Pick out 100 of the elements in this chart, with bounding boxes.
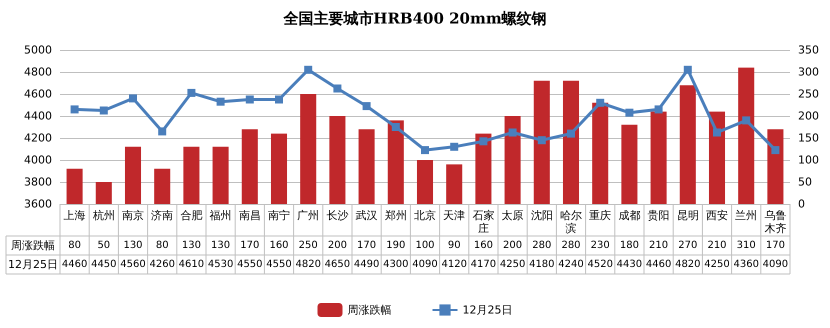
bar xyxy=(446,164,462,204)
point xyxy=(421,146,429,154)
point xyxy=(129,94,137,102)
y2-tick-label: 250 xyxy=(798,88,819,100)
data-label: 170 xyxy=(766,240,785,251)
bar xyxy=(300,94,316,204)
y-tick-label: 3600 xyxy=(24,198,52,210)
point xyxy=(70,105,79,114)
chart-title: 全国主要城市HRB400 20mm螺纹钢 xyxy=(282,10,547,28)
legend-label: 12月25日 xyxy=(462,304,513,316)
data-label: 4260 xyxy=(149,259,175,270)
data-label: 170 xyxy=(357,240,376,251)
data-label: 130 xyxy=(123,240,143,251)
bar xyxy=(183,146,200,204)
data-label: 4090 xyxy=(412,259,438,270)
point xyxy=(771,146,780,154)
y-tick-label: 4600 xyxy=(24,88,52,100)
data-label: 4090 xyxy=(762,259,788,270)
point xyxy=(479,137,488,146)
data-label: 280 xyxy=(532,240,552,251)
data-label: 310 xyxy=(736,240,756,251)
x-tick-label: 石家庄 xyxy=(472,209,494,235)
data-label: 4360 xyxy=(733,259,759,270)
bar xyxy=(680,85,696,204)
bar xyxy=(708,112,726,204)
data-label: 4430 xyxy=(616,259,642,270)
point xyxy=(654,105,663,114)
data-label: 200 xyxy=(328,240,347,251)
data-label: 50 xyxy=(97,240,110,251)
bar xyxy=(96,182,112,204)
point xyxy=(362,102,371,110)
data-label: 160 xyxy=(269,240,289,251)
x-tick-label: 沈阳 xyxy=(530,209,553,222)
bar xyxy=(592,102,608,204)
data-label: 4490 xyxy=(354,259,380,270)
legend-label: 周涨跌幅 xyxy=(348,304,392,316)
point xyxy=(567,130,575,138)
data-label: 4170 xyxy=(470,259,496,270)
bar xyxy=(358,129,375,204)
data-label: 4250 xyxy=(500,259,526,270)
x-tick-label: 乌鲁木齐 xyxy=(764,209,786,235)
bar xyxy=(650,112,667,204)
point xyxy=(742,116,750,124)
point xyxy=(100,106,108,114)
data-label: 4460 xyxy=(62,259,88,270)
data-label: 250 xyxy=(298,240,318,251)
data-label: 230 xyxy=(590,240,610,251)
x-tick-label: 成都 xyxy=(618,209,640,222)
y-tick-label: 4200 xyxy=(24,132,52,144)
bar xyxy=(767,129,784,204)
x-tick-label: 南京 xyxy=(122,209,144,222)
x-tick-label: 合肥 xyxy=(180,209,202,222)
bar xyxy=(154,168,170,204)
y2-tick-label: 150 xyxy=(798,132,819,144)
x-tick-label: 福州 xyxy=(210,209,232,222)
y-tick-label: 5000 xyxy=(24,44,52,56)
y2-tick-label: 0 xyxy=(798,198,805,210)
bar xyxy=(475,134,492,204)
point xyxy=(625,108,634,117)
bar xyxy=(329,116,346,204)
data-label: 4250 xyxy=(704,259,730,270)
data-label: 80 xyxy=(68,240,81,251)
y-tick-label: 4800 xyxy=(24,66,52,78)
data-label: 4300 xyxy=(383,259,409,270)
data-label: 130 xyxy=(182,240,201,251)
bar xyxy=(621,124,638,204)
y-tick-label: 4000 xyxy=(24,154,52,166)
bar xyxy=(66,168,83,204)
x-tick-label: 西安 xyxy=(706,209,728,222)
bar xyxy=(504,116,521,204)
data-label: 90 xyxy=(448,240,461,251)
data-label: 4610 xyxy=(178,259,204,270)
data-label: 4450 xyxy=(91,259,117,270)
x-tick-label: 北京 xyxy=(414,209,436,222)
data-label: 4550 xyxy=(237,259,263,270)
point xyxy=(216,98,225,106)
data-label: 130 xyxy=(211,240,230,251)
data-label: 200 xyxy=(503,240,522,251)
bar xyxy=(388,120,404,204)
point xyxy=(187,88,196,97)
data-label: 80 xyxy=(156,240,169,251)
text: 12月25日 xyxy=(8,258,58,271)
y2-tick-label: 300 xyxy=(798,66,819,78)
point xyxy=(304,66,312,74)
data-label: 4530 xyxy=(208,259,234,270)
point xyxy=(684,66,692,74)
point xyxy=(450,142,458,151)
bar xyxy=(212,146,229,204)
data-label: 170 xyxy=(240,240,260,251)
data-label: 160 xyxy=(474,240,493,251)
x-tick-label: 武汉 xyxy=(356,209,378,222)
y-tick-label: 3800 xyxy=(24,176,52,188)
x-tick-label: 哈尔滨 xyxy=(560,209,582,235)
data-label: 4180 xyxy=(529,259,555,270)
bar xyxy=(242,129,258,204)
y2-tick-label: 50 xyxy=(798,176,812,188)
x-tick-label: 济南 xyxy=(151,209,174,222)
x-tick-label: 贵阳 xyxy=(648,209,670,222)
y2-tick-label: 200 xyxy=(798,110,819,122)
point xyxy=(333,84,342,92)
